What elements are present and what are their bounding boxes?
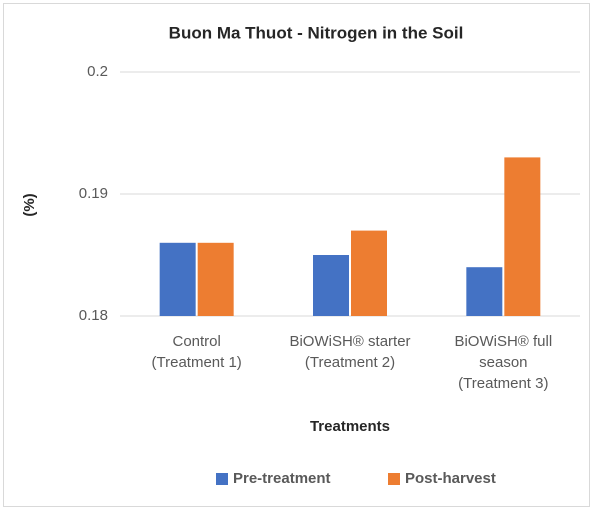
x-tick-label: Control <box>172 333 220 350</box>
x-tick-label: season <box>479 354 527 371</box>
bar <box>197 242 234 316</box>
x-tick-label: BiOWiSH® full <box>454 333 552 350</box>
bar <box>313 255 349 316</box>
legend-swatch <box>388 473 400 485</box>
legend-label: Post-harvest <box>405 470 496 487</box>
legend-swatch <box>216 473 228 485</box>
bar <box>351 230 387 316</box>
x-tick-label: (Treatment 1) <box>152 354 242 371</box>
bar <box>159 242 196 316</box>
x-tick-label: (Treatment 2) <box>305 354 395 371</box>
y-tick-label: 0.2 <box>87 63 108 80</box>
x-tick-label: (Treatment 3) <box>458 375 548 392</box>
bar <box>466 267 503 316</box>
y-tick-label: 0.19 <box>79 185 108 202</box>
legend-label: Pre-treatment <box>233 470 331 487</box>
x-axis-label: Treatments <box>310 418 390 435</box>
x-tick-label: BiOWiSH® starter <box>289 333 410 350</box>
chart-title: Buon Ma Thuot - Nitrogen in the Soil <box>169 23 464 42</box>
y-axis-label: (%) <box>21 193 38 216</box>
y-tick-label: 0.18 <box>79 307 108 324</box>
bar <box>504 157 541 316</box>
chart-border <box>3 3 590 507</box>
